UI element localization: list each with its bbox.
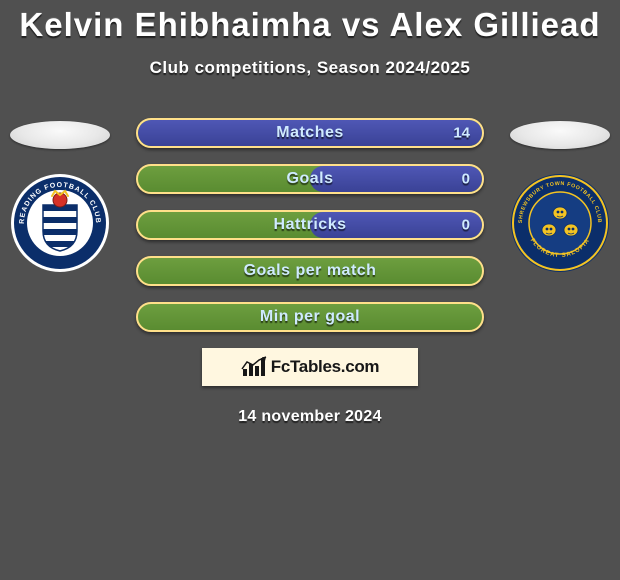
right-club-badge-icon: SHREWSBURY TOWN FOOTBALL CLUB FLOREAT SA… [510, 173, 610, 273]
stat-bar: Goals 0 [136, 164, 484, 194]
stat-bar-label: Goals per match [244, 262, 377, 280]
stat-bar-label: Goals [287, 170, 334, 188]
left-player-ellipse [10, 121, 110, 149]
stat-bar: Matches 14 [136, 118, 484, 148]
stat-bar-label: Matches [276, 124, 344, 142]
date-text: 14 november 2024 [0, 408, 620, 426]
stat-bars: Matches 14 Goals 0 Hattricks 0 Goals per match… [136, 118, 484, 332]
subtitle: Club competitions, Season 2024/2025 [0, 58, 620, 78]
stat-bar-value-right: 14 [453, 125, 470, 142]
right-player-ellipse [510, 121, 610, 149]
fctables-logo: FcTables.com [202, 348, 418, 386]
stat-bar-value-right: 0 [462, 217, 470, 234]
page-title: Kelvin Ehibhaimha vs Alex Gilliead [0, 0, 620, 44]
stat-bar-label: Min per goal [260, 308, 360, 326]
bar-chart-icon [241, 356, 267, 378]
stat-bar: Goals per match [136, 256, 484, 286]
stat-bar-label: Hattricks [274, 216, 347, 234]
fctables-text: FcTables.com [271, 357, 380, 377]
stat-bar-fill-right [310, 166, 482, 192]
comparison-stage: READING FOOTBALL CLUB EST. 1871 [0, 118, 620, 426]
left-club-badge-icon: READING FOOTBALL CLUB EST. 1871 [10, 173, 110, 273]
stat-bar: Min per goal [136, 302, 484, 332]
stat-bar-value-right: 0 [462, 171, 470, 188]
stat-bar: Hattricks 0 [136, 210, 484, 240]
